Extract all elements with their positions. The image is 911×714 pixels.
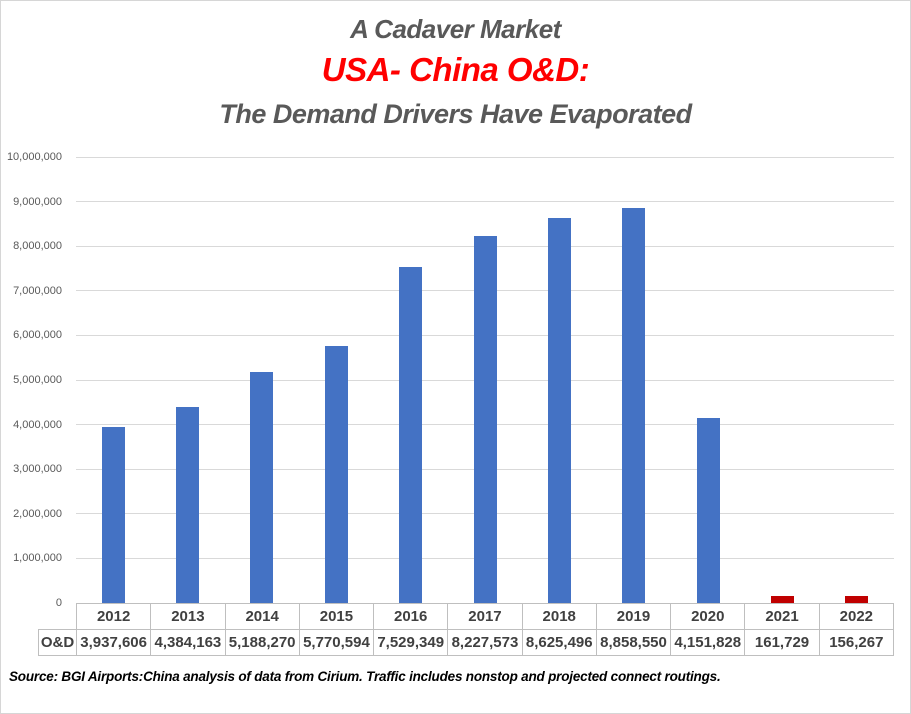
- year-header-2015: 2015: [298, 603, 375, 630]
- bar-2013: [176, 407, 200, 603]
- bar-2021: [770, 595, 794, 603]
- plot-area: [76, 156, 894, 604]
- year-header-2013: 2013: [150, 603, 226, 630]
- bar-2020: [696, 417, 720, 603]
- table-row-values: O&D 3,937,606 4,384,163 5,188,270 5,770,594 7…: [38, 629, 895, 656]
- bar-2015: [324, 345, 348, 603]
- chart-title-line-3: The Demand Drivers Have Evaporated: [219, 99, 692, 129]
- value-cell-2019: 8,858,550: [595, 629, 672, 656]
- value-cell-2017: 8,227,573: [447, 629, 523, 656]
- y-tick-label: 6,000,000: [13, 329, 62, 342]
- year-header-2018: 2018: [521, 603, 597, 630]
- value-cell-2014: 5,188,270: [224, 629, 300, 656]
- year-header-2014: 2014: [224, 603, 300, 630]
- value-cell-2016: 7,529,349: [373, 629, 449, 656]
- chart-titles: A Cadaver Market USA- China O&D: The Dem…: [1, 11, 910, 135]
- value-cell-2013: 4,384,163: [150, 629, 226, 656]
- bar-2014: [250, 371, 274, 603]
- y-tick-label: 0: [55, 597, 62, 609]
- year-header-2012: 2012: [75, 603, 152, 630]
- source-note: Source: BGI Airports:China analysis of d…: [9, 669, 721, 684]
- y-tick-label: 3,000,000: [13, 463, 62, 476]
- chart-title-line-1: A Cadaver Market: [350, 14, 561, 44]
- year-header-2016: 2016: [373, 603, 449, 630]
- chart-title-line-2: USA- China O&D:: [321, 51, 590, 88]
- year-header-2017: 2017: [447, 603, 523, 630]
- year-header-2022: 2022: [818, 603, 895, 630]
- y-tick-label: 2,000,000: [13, 507, 62, 520]
- bar-2018: [547, 218, 571, 603]
- value-cell-2022: 156,267: [818, 629, 895, 656]
- value-cell-2018: 8,625,496: [521, 629, 597, 656]
- y-tick-label: 1,000,000: [13, 552, 62, 565]
- table-corner-spacer: [39, 604, 77, 630]
- year-header-2021: 2021: [744, 603, 820, 630]
- year-header-2019: 2019: [595, 603, 672, 630]
- y-tick-label: 4,000,000: [13, 418, 62, 431]
- value-cell-2012: 3,937,606: [75, 629, 152, 656]
- data-table: 2012 2013 2014 2015 2016 2017 2018 2019 2020 2021…: [38, 603, 895, 656]
- value-cell-2020: 4,151,828: [670, 629, 746, 656]
- y-tick-label: 10,000,000: [6, 151, 62, 163]
- value-cell-2021: 161,729: [744, 629, 820, 656]
- table-row-years: 2012 2013 2014 2015 2016 2017 2018 2019 2020 2021…: [39, 603, 895, 630]
- value-cell-2015: 5,770,594: [298, 629, 375, 656]
- gridline-9000000: [76, 201, 894, 203]
- bar-2016: [399, 267, 423, 603]
- gridline-10000000: [76, 156, 894, 158]
- y-tick-label: 8,000,000: [13, 240, 62, 253]
- series-row-header: O&D: [38, 629, 77, 656]
- year-header-2020: 2020: [670, 603, 746, 630]
- bar-2012: [101, 427, 125, 603]
- y-axis: 0 1,000,000 2,000,000 3,000,000 4,000,000 5,0…: [1, 151, 69, 609]
- y-tick-label: 5,000,000: [13, 374, 62, 386]
- y-tick-label: 9,000,000: [13, 195, 62, 208]
- bar-2017: [473, 236, 497, 603]
- bar-2022: [845, 596, 869, 603]
- bar-2019: [622, 207, 646, 603]
- y-tick-label: 7,000,000: [13, 284, 62, 297]
